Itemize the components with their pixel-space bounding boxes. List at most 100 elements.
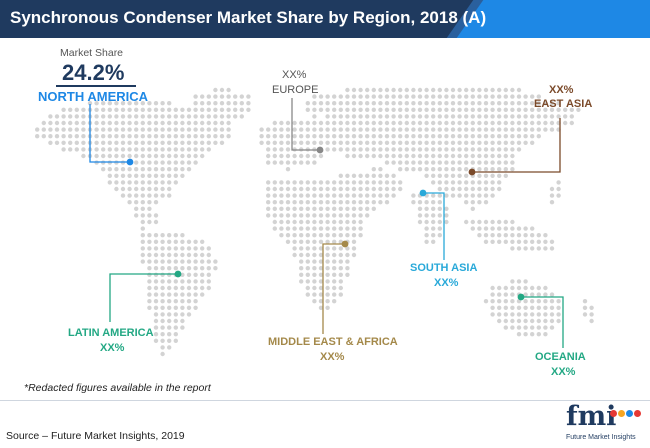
map-dot xyxy=(285,134,291,139)
map-dot xyxy=(332,107,337,113)
map-dot xyxy=(332,246,337,251)
map-dot xyxy=(147,147,152,152)
map-dot xyxy=(140,186,145,192)
map-dot xyxy=(530,246,535,251)
map-dot xyxy=(391,140,396,145)
map-dot xyxy=(431,167,436,172)
map-dot xyxy=(299,180,304,185)
map-dot xyxy=(378,114,383,119)
map-dot xyxy=(167,233,172,238)
map-dot xyxy=(94,101,99,106)
page-title: Synchronous Condenser Market Share by Re… xyxy=(10,8,487,27)
map-dot xyxy=(134,153,139,159)
map-dot xyxy=(101,101,106,106)
map-dot xyxy=(582,312,588,317)
map-dot xyxy=(318,94,324,99)
map-dot xyxy=(490,134,495,139)
map-dot xyxy=(497,318,502,324)
map-dot xyxy=(305,193,310,198)
map-dot xyxy=(464,101,469,106)
map-dot xyxy=(285,147,291,152)
map-dot xyxy=(219,134,225,139)
map-dot xyxy=(299,219,304,225)
map-dot xyxy=(127,200,132,205)
map-dot xyxy=(497,153,502,159)
map-dot xyxy=(153,219,159,225)
map-dot xyxy=(530,239,535,244)
map-dot xyxy=(358,134,363,139)
map-dot xyxy=(173,167,178,172)
map-dot xyxy=(272,193,277,198)
map-dot xyxy=(127,173,132,178)
map-dot xyxy=(299,272,304,277)
map-dot xyxy=(338,279,343,284)
map-dot xyxy=(147,285,152,291)
map-dot xyxy=(186,114,192,119)
map-dot xyxy=(81,134,86,139)
map-dot xyxy=(147,233,152,238)
map-dot xyxy=(160,279,165,284)
map-dot xyxy=(378,140,383,145)
map-dot xyxy=(530,226,535,231)
map-dot xyxy=(497,127,502,132)
map-dot xyxy=(470,206,475,211)
map-dot xyxy=(120,101,126,106)
map-dot xyxy=(457,87,462,93)
map-dot xyxy=(325,147,330,152)
map-dot xyxy=(167,259,172,264)
map-dot xyxy=(160,153,165,159)
map-dot xyxy=(74,120,80,126)
map-dot xyxy=(358,226,363,231)
map-dot xyxy=(134,160,139,165)
map-dot xyxy=(464,180,469,185)
map-dot xyxy=(516,120,522,126)
map-dot xyxy=(120,134,126,139)
map-dot xyxy=(147,120,152,126)
map-dot xyxy=(325,299,330,304)
map-dot xyxy=(497,285,502,291)
map-dot xyxy=(398,186,403,192)
map-dot xyxy=(180,292,185,297)
map-dot xyxy=(457,94,462,99)
map-dot xyxy=(516,312,522,317)
map-dot xyxy=(107,140,113,145)
map-dot xyxy=(299,252,304,258)
map-dot xyxy=(431,200,436,205)
map-dot xyxy=(384,87,390,93)
map-dot xyxy=(470,186,475,192)
map-dot xyxy=(384,120,390,126)
map-dot xyxy=(358,233,363,238)
region-marker-east-asia xyxy=(468,168,476,176)
map-dot xyxy=(160,101,165,106)
map-dot xyxy=(497,147,502,152)
map-dot xyxy=(332,200,337,205)
map-dot xyxy=(371,206,376,211)
map-dot xyxy=(134,186,139,192)
map-dot xyxy=(305,292,310,297)
map-dot xyxy=(325,305,330,310)
map-dot xyxy=(61,134,66,139)
map-dot xyxy=(74,147,80,152)
map-dot xyxy=(411,120,416,126)
map-dot xyxy=(186,252,192,258)
map-dot xyxy=(173,153,178,159)
map-dot xyxy=(457,114,462,119)
map-dot xyxy=(371,186,376,192)
map-dot xyxy=(464,87,469,93)
map-dot xyxy=(365,140,370,145)
map-dot xyxy=(332,94,337,99)
map-dot xyxy=(351,193,357,198)
map-dot xyxy=(510,140,515,145)
map-dot xyxy=(107,127,113,132)
map-dot xyxy=(483,101,489,106)
map-dot xyxy=(160,318,165,324)
map-dot xyxy=(114,180,119,185)
map-dot xyxy=(272,213,277,218)
map-dot xyxy=(180,127,185,132)
map-dot xyxy=(365,180,370,185)
map-dot xyxy=(497,312,502,317)
map-dot xyxy=(404,120,409,126)
map-dot xyxy=(391,153,396,159)
map-dot xyxy=(173,239,178,244)
map-dot xyxy=(312,180,317,185)
